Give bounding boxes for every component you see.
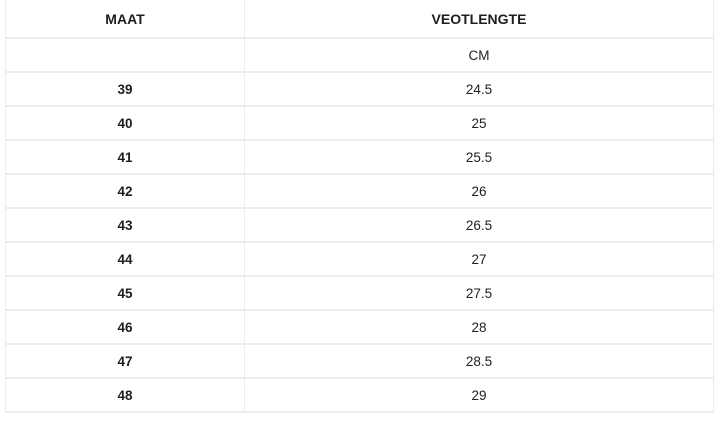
header-row: MAAT VEOTLENGTE (5, 0, 714, 39)
table-body: CM 39 24.5 40 25 41 25.5 42 26 43 26.5 44 27 45 27.5 46… (5, 38, 714, 413)
maat-cell: 48 (5, 378, 245, 413)
maat-cell: 45 (5, 276, 245, 311)
length-cell: 27.5 (244, 276, 714, 311)
table-row: 46 28 (5, 310, 714, 345)
maat-cell: 44 (5, 242, 245, 277)
length-cell: 25.5 (244, 140, 714, 175)
column-header-veotlengte: VEOTLENGTE (244, 0, 714, 39)
length-cell: 25 (244, 106, 714, 141)
table-row: 43 26.5 (5, 208, 714, 243)
size-table: MAAT VEOTLENGTE CM 39 24.5 40 25 41 25.5 42 26 43… (5, 0, 714, 413)
table-row: 39 24.5 (5, 72, 714, 107)
table-row: 47 28.5 (5, 344, 714, 379)
table-row: 41 25.5 (5, 140, 714, 175)
length-cell: 27 (244, 242, 714, 277)
maat-cell: 42 (5, 174, 245, 209)
length-cell: CM (244, 38, 714, 73)
maat-cell: 39 (5, 72, 245, 107)
maat-cell: 46 (5, 310, 245, 345)
length-cell: 26.5 (244, 208, 714, 243)
maat-cell: 47 (5, 344, 245, 379)
maat-cell (5, 38, 245, 73)
table-row: 48 29 (5, 378, 714, 413)
column-header-maat: MAAT (5, 0, 245, 39)
table-row: 44 27 (5, 242, 714, 277)
maat-cell: 41 (5, 140, 245, 175)
table-row: 42 26 (5, 174, 714, 209)
table-row: 40 25 (5, 106, 714, 141)
unit-row: CM (5, 38, 714, 73)
length-cell: 28 (244, 310, 714, 345)
length-cell: 29 (244, 378, 714, 413)
maat-cell: 43 (5, 208, 245, 243)
length-cell: 28.5 (244, 344, 714, 379)
length-cell: 26 (244, 174, 714, 209)
size-chart: MAAT VEOTLENGTE CM 39 24.5 40 25 41 25.5 42 26 43… (5, 0, 714, 413)
table-row: 45 27.5 (5, 276, 714, 311)
length-cell: 24.5 (244, 72, 714, 107)
maat-cell: 40 (5, 106, 245, 141)
